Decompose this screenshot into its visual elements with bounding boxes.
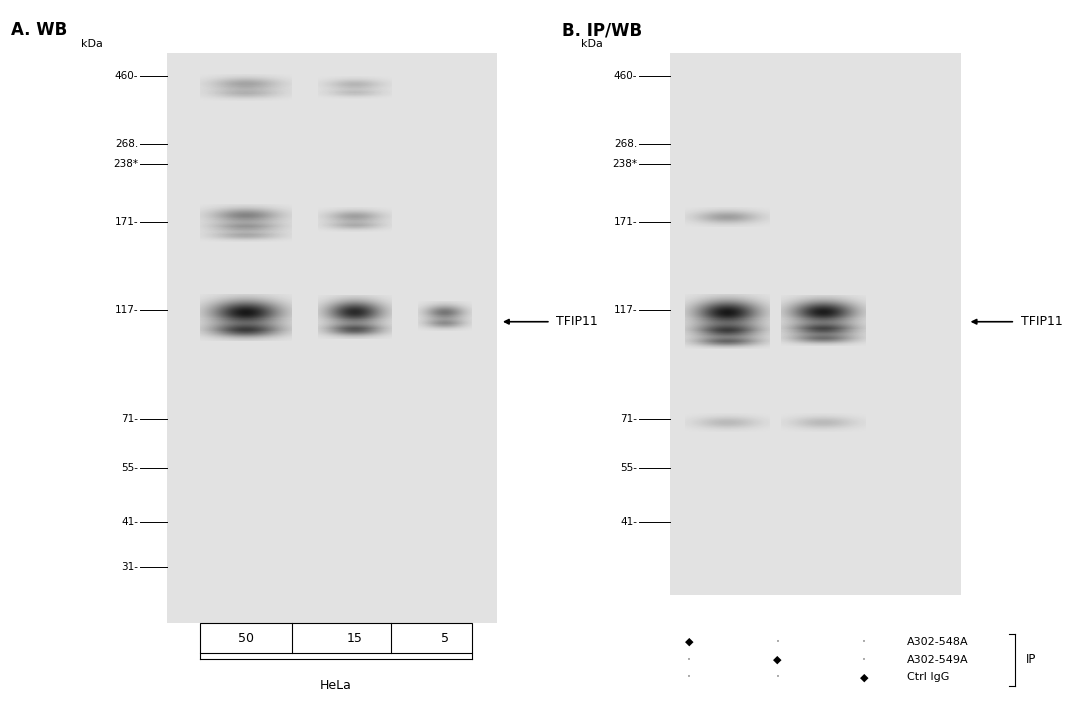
Text: 268.: 268.	[114, 139, 138, 149]
Text: IP: IP	[1026, 653, 1037, 666]
Bar	[167, 53, 497, 623]
Text: 50: 50	[239, 631, 254, 645]
Text: 71-: 71-	[620, 414, 637, 424]
Text: ◆: ◆	[773, 655, 782, 665]
Text: 5: 5	[441, 631, 449, 645]
Text: HeLa: HeLa	[320, 679, 352, 692]
Text: Ctrl IgG: Ctrl IgG	[907, 672, 949, 682]
Text: •: •	[775, 639, 780, 645]
Text: TFIP11: TFIP11	[1021, 315, 1063, 328]
Text: B. IP/WB: B. IP/WB	[562, 21, 642, 39]
Text: kDa: kDa	[81, 39, 103, 49]
Bar	[670, 53, 961, 595]
Text: A302-548A: A302-548A	[907, 637, 969, 647]
Text: 171-: 171-	[613, 217, 637, 227]
Text: ◆: ◆	[685, 637, 693, 647]
Text: 55-: 55-	[620, 463, 637, 473]
Text: •: •	[862, 639, 866, 645]
Text: 41-: 41-	[620, 517, 637, 527]
Text: 71-: 71-	[121, 414, 138, 424]
Text: 41-: 41-	[121, 517, 138, 527]
Text: 460-: 460-	[613, 71, 637, 81]
Text: 238*: 238*	[612, 159, 637, 169]
Text: kDa: kDa	[581, 39, 603, 49]
Text: 117-: 117-	[114, 305, 138, 315]
Text: 31-: 31-	[121, 562, 138, 572]
Text: TFIP11: TFIP11	[556, 315, 598, 328]
Text: ◆: ◆	[860, 672, 868, 682]
Text: A. WB: A. WB	[11, 21, 67, 39]
Text: 171-: 171-	[114, 217, 138, 227]
Text: •: •	[687, 657, 691, 662]
Text: •: •	[775, 674, 780, 680]
Text: 15: 15	[347, 631, 362, 645]
Text: •: •	[687, 674, 691, 680]
Text: 460-: 460-	[114, 71, 138, 81]
Text: 117-: 117-	[613, 305, 637, 315]
Text: 268.: 268.	[613, 139, 637, 149]
Text: A302-549A: A302-549A	[907, 655, 969, 665]
Text: 238*: 238*	[113, 159, 138, 169]
Text: •: •	[862, 657, 866, 662]
Bar	[201, 623, 472, 653]
Text: 55-: 55-	[121, 463, 138, 473]
